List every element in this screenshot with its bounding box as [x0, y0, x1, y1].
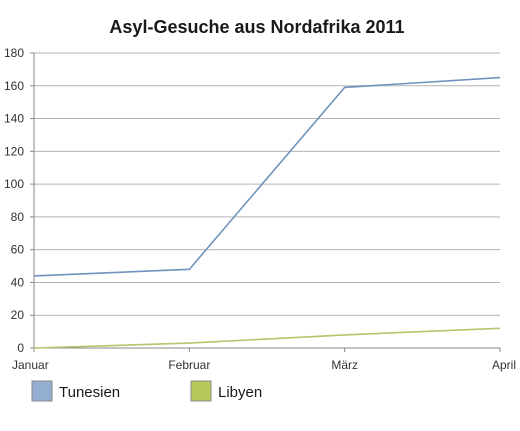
y-tick-label: 80: [11, 210, 25, 224]
x-tick-labels: Januar Februar März April: [12, 358, 516, 372]
series-line-tunesien: [33, 76, 501, 277]
y-tick-label: 180: [4, 46, 24, 60]
y-tick-label: 20: [11, 308, 25, 322]
x-tick-label: April: [492, 358, 516, 372]
y-tick-label: 0: [17, 341, 24, 355]
series-line-libyen: [33, 327, 501, 349]
x-tick-label: Januar: [12, 358, 49, 372]
y-tick-label: 60: [11, 243, 25, 257]
y-tick-label: 140: [4, 112, 24, 126]
chart-title: Asyl-Gesuche aus Nordafrika 2011: [109, 17, 404, 37]
y-tick-label: 100: [4, 177, 24, 191]
y-tick-label: 160: [4, 79, 24, 93]
y-tick-label: 40: [11, 275, 25, 289]
gridlines: [30, 52, 501, 352]
legend: Tunesien Libyen: [31, 380, 262, 402]
legend-label: Libyen: [218, 384, 262, 401]
y-tick-labels: 0 20 40 60 80 100 120 140 160 180: [4, 46, 24, 355]
legend-swatch: [31, 380, 53, 402]
legend-label: Tunesien: [59, 384, 120, 401]
legend-swatch: [190, 380, 212, 402]
x-tick-label: Februar: [168, 358, 210, 372]
series-lines: [33, 76, 501, 349]
x-tick-label: März: [331, 358, 358, 372]
y-tick-label: 120: [4, 144, 24, 158]
